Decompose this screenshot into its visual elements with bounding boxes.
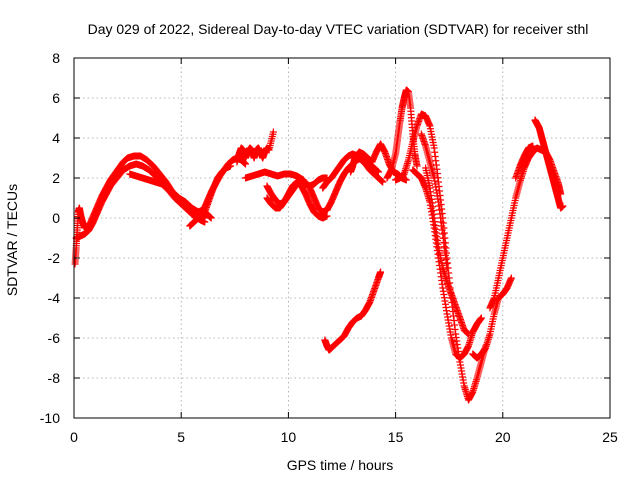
y-tick-label: -4 — [48, 290, 61, 306]
x-axis-label: GPS time / hours — [287, 457, 394, 473]
series-trace-l — [347, 140, 410, 184]
y-tick-label: 0 — [52, 210, 60, 226]
series-trace-i — [263, 178, 331, 222]
series-trace-c — [126, 170, 209, 222]
chart-title: Day 029 of 2022, Sidereal Day-to-day VTE… — [88, 21, 589, 37]
y-tick-label: -8 — [48, 370, 61, 386]
series-trace-b — [72, 160, 209, 242]
plot-frame — [73, 57, 611, 419]
data-point — [227, 162, 235, 170]
data-point — [507, 274, 515, 282]
series-trace-t — [512, 142, 537, 182]
y-tick-label: 8 — [52, 50, 60, 66]
data-point — [242, 160, 250, 168]
x-tick-label: 20 — [495, 429, 511, 445]
data-point — [559, 202, 567, 210]
data-point — [269, 128, 277, 136]
series-trace-o — [409, 166, 485, 362]
data-point — [464, 330, 472, 338]
data-point — [201, 214, 209, 222]
data-points — [71, 86, 567, 404]
y-tick-label: -6 — [48, 330, 61, 346]
series-trace-r — [469, 274, 515, 362]
y-tick-label: 6 — [52, 90, 60, 106]
x-tick-label: 0 — [70, 429, 78, 445]
data-point — [379, 178, 387, 186]
series-trace-q — [417, 130, 451, 272]
y-tick-label: -2 — [48, 250, 61, 266]
data-point — [443, 264, 451, 272]
series-trace-e — [201, 162, 235, 216]
series-trace-k — [321, 268, 385, 354]
grid — [74, 58, 610, 418]
data-point — [413, 162, 421, 170]
data-point — [207, 214, 215, 222]
x-tick-label: 5 — [177, 429, 185, 445]
y-tick-label: 4 — [52, 130, 60, 146]
axis-ticks: 0 5 10 15 20 25 -10 -8 -6 -4 -2 0 2 4 6 8 — [40, 50, 618, 445]
y-tick-label: 2 — [52, 170, 60, 186]
data-point — [377, 268, 385, 276]
data-point — [402, 176, 410, 184]
y-axis-label: SDTVAR / TECUs — [4, 184, 20, 296]
data-point — [529, 142, 537, 150]
x-tick-label: 15 — [388, 429, 404, 445]
x-tick-label: 25 — [602, 429, 618, 445]
x-tick-label: 10 — [281, 429, 297, 445]
data-point — [323, 212, 331, 220]
series-trace-u — [531, 116, 567, 212]
series-trace-f — [233, 128, 277, 166]
series-trace-d — [186, 154, 250, 230]
data-point — [477, 314, 485, 322]
y-tick-label: -10 — [40, 410, 60, 426]
